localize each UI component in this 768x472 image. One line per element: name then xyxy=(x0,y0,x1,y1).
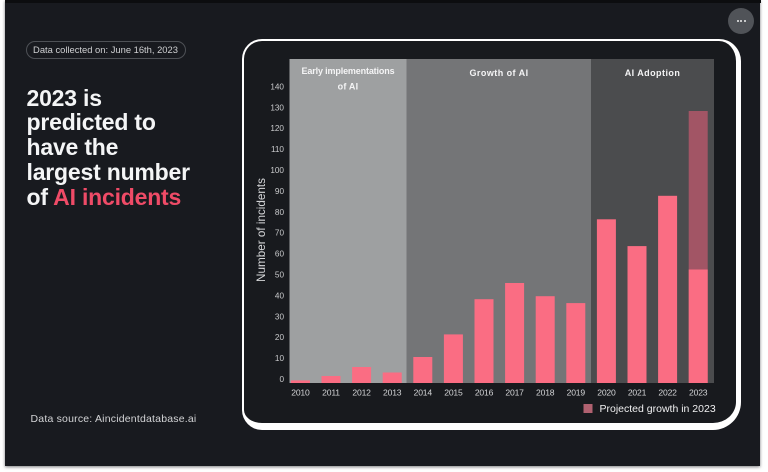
svg-text:Growth of AI: Growth of AI xyxy=(469,68,528,78)
svg-text:60: 60 xyxy=(275,250,285,259)
svg-text:70: 70 xyxy=(275,229,285,238)
svg-text:AI Adoption: AI Adoption xyxy=(625,68,681,78)
svg-text:Projected growth in 2023: Projected growth in 2023 xyxy=(600,403,716,415)
svg-text:110: 110 xyxy=(271,145,284,154)
svg-text:2013: 2013 xyxy=(383,388,402,398)
svg-text:2016: 2016 xyxy=(475,388,494,398)
svg-text:80: 80 xyxy=(275,208,285,217)
svg-text:2010: 2010 xyxy=(291,388,310,398)
svg-text:20: 20 xyxy=(275,333,285,342)
svg-text:2023: 2023 xyxy=(689,388,708,398)
svg-text:130: 130 xyxy=(270,103,284,112)
svg-text:10: 10 xyxy=(275,354,285,363)
svg-text:2018: 2018 xyxy=(536,388,555,398)
svg-text:90: 90 xyxy=(275,187,285,196)
svg-text:2022: 2022 xyxy=(658,388,677,398)
svg-text:Number of incidents: Number of incidents xyxy=(255,178,268,282)
svg-text:30: 30 xyxy=(275,312,285,321)
svg-text:100: 100 xyxy=(270,166,284,175)
svg-text:2015: 2015 xyxy=(444,388,463,398)
svg-text:0: 0 xyxy=(279,375,284,384)
svg-text:2011: 2011 xyxy=(322,388,340,398)
svg-text:50: 50 xyxy=(275,271,285,280)
svg-text:2014: 2014 xyxy=(414,388,433,398)
svg-text:140: 140 xyxy=(270,82,284,91)
svg-text:2020: 2020 xyxy=(597,388,616,398)
svg-text:2021: 2021 xyxy=(628,388,647,398)
svg-text:Early implementations: Early implementations xyxy=(302,66,395,76)
svg-text:120: 120 xyxy=(270,124,284,133)
svg-text:2017: 2017 xyxy=(505,388,524,398)
svg-text:of AI: of AI xyxy=(338,82,359,92)
svg-text:2019: 2019 xyxy=(567,388,586,398)
svg-text:2012: 2012 xyxy=(352,388,371,398)
svg-text:40: 40 xyxy=(275,291,285,300)
